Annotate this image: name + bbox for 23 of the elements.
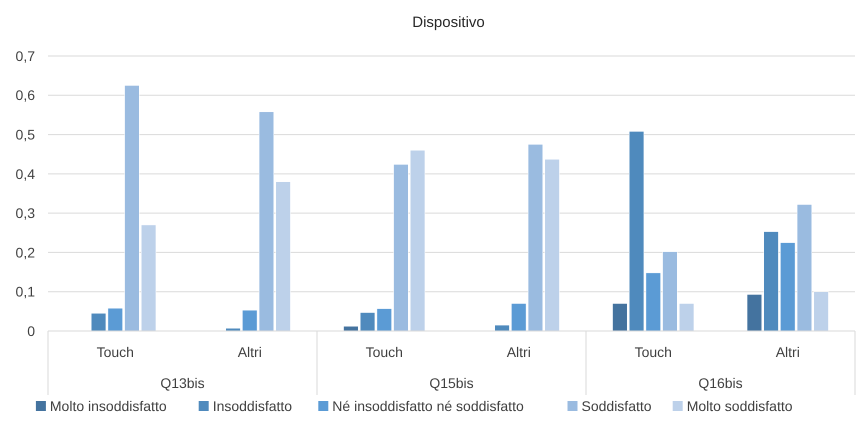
legend-label: Né insoddisfatto né soddisfatto bbox=[332, 398, 524, 414]
legend-label: Molto soddisfatto bbox=[686, 398, 793, 414]
x-tick-label: Touch bbox=[634, 344, 672, 360]
y-tick-label: 0,2 bbox=[16, 244, 36, 260]
chart-title: Dispositivo bbox=[412, 14, 485, 31]
x-tick-label: Altri bbox=[506, 344, 531, 360]
y-tick-label: 0,1 bbox=[16, 284, 36, 300]
x-tick-label: Touch bbox=[96, 344, 134, 360]
text: Q16bis bbox=[698, 375, 743, 391]
y-tick-label: 0 bbox=[27, 322, 36, 339]
y-tick-label: 0,7 bbox=[16, 48, 36, 64]
x-tick-label: Altri bbox=[238, 344, 262, 360]
y-tick-label: 0,4 bbox=[16, 166, 36, 182]
text: Q13bis bbox=[160, 375, 205, 391]
text: Q15bis bbox=[429, 375, 474, 391]
x-tick-label: Touch bbox=[366, 344, 403, 360]
y-tick-label: 0,6 bbox=[16, 87, 36, 104]
legend-label: Soddisfatto bbox=[582, 398, 652, 414]
x-tick-label: Altri bbox=[776, 344, 800, 360]
y-tick-label: 0,3 bbox=[16, 205, 36, 222]
y-tick-label: 0,5 bbox=[16, 126, 36, 142]
legend-label: Molto insoddisfatto bbox=[50, 398, 167, 414]
legend-label: Insoddisfatto bbox=[212, 398, 292, 414]
